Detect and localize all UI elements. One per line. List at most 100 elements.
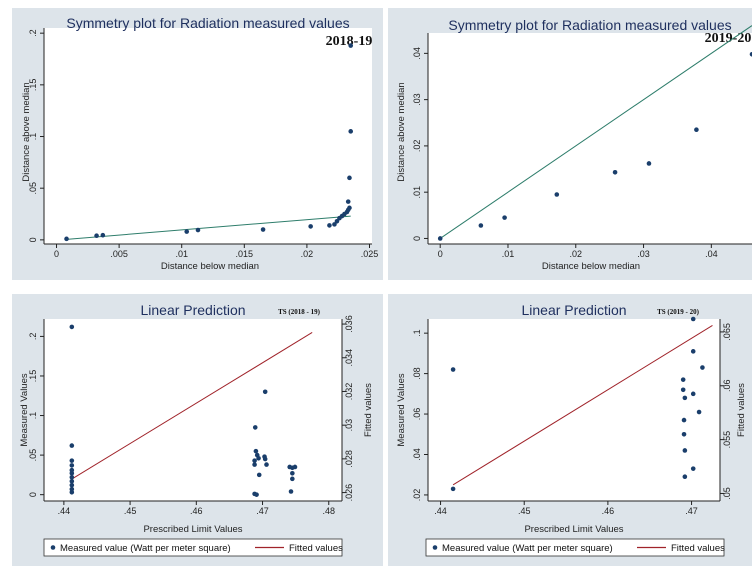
data-point <box>264 462 269 467</box>
y-tick-label: .1 <box>28 133 38 141</box>
data-point <box>184 229 190 234</box>
y-axis-label: Distance above median <box>21 82 32 181</box>
data-point <box>254 492 259 497</box>
x-tick-label: .48 <box>322 506 335 516</box>
x-tick-label: .47 <box>685 506 698 516</box>
y2-tick-label: .036 <box>344 315 354 333</box>
legend-line-label: Fitted values <box>289 543 343 554</box>
data-point <box>94 233 99 239</box>
data-point <box>612 169 618 175</box>
period-tag: TS (2019 - 20) <box>657 308 699 316</box>
data-point <box>64 236 69 242</box>
data-point <box>292 464 298 470</box>
period-tag: 2018-19 <box>326 34 373 49</box>
plot-area <box>428 33 752 244</box>
y-tick-label: .01 <box>412 186 422 199</box>
data-point <box>690 466 696 471</box>
y2-tick-label: .032 <box>344 383 354 401</box>
data-point <box>690 349 696 354</box>
data-point <box>681 417 687 423</box>
y2-tick-label: .05 <box>722 487 732 500</box>
data-point <box>690 316 696 322</box>
legend-marker-label: Measured value (Watt per meter square) <box>60 543 231 554</box>
data-point <box>347 205 352 211</box>
data-point <box>252 462 257 467</box>
chart-title: Symmetry plot for Radiation measured val… <box>448 17 731 33</box>
legend: Measured value (Watt per meter square) Fi… <box>43 538 343 557</box>
y2-axis-label: Fitted values <box>736 383 747 437</box>
data-point <box>69 467 75 473</box>
data-point <box>100 232 106 238</box>
panel-symmetry-2019-20: Symmetry plot for Radiation measured val… <box>388 8 752 280</box>
fitted-line <box>66 215 351 240</box>
y-tick-label: .2 <box>28 333 38 341</box>
data-point <box>256 455 261 461</box>
data-point <box>290 476 295 482</box>
y-tick-label: .02 <box>412 140 422 153</box>
y-axis-label: Measured Values <box>19 373 30 446</box>
data-point <box>682 395 688 401</box>
data-point <box>69 474 75 480</box>
y-tick-label: .03 <box>412 93 422 106</box>
panel-prediction-2019-20: Linear Prediction TS (2019 - 20) .44 .45 .46… <box>388 294 752 566</box>
data-point <box>700 365 705 370</box>
data-point <box>69 486 75 492</box>
data-point <box>646 161 652 166</box>
data-point <box>260 227 266 232</box>
y-axis-label: Measured Values <box>396 373 407 446</box>
y2-tick-label: .065 <box>722 323 732 341</box>
data-point <box>290 471 295 476</box>
legend: Measured value (Watt per meter square) Fi… <box>425 538 725 557</box>
data-point <box>681 431 687 437</box>
y-tick-label: .06 <box>412 408 422 421</box>
data-point <box>69 478 75 484</box>
chart-title: Symmetry plot for Radiation measured val… <box>66 15 349 31</box>
legend-marker-label: Measured value (Watt per meter square) <box>442 543 613 554</box>
x-tick-label: .015 <box>236 249 254 259</box>
y2-tick-label: .06 <box>722 380 732 393</box>
y-tick-label: .04 <box>412 47 422 60</box>
data-point <box>334 218 340 224</box>
legend-marker-icon <box>50 545 56 550</box>
x-tick-label: .005 <box>110 249 128 259</box>
chart-title: Linear Prediction <box>140 302 245 318</box>
chart-prediction-2018-19: Linear Prediction TS (2018 - 19) .44 .45 .46… <box>12 294 383 566</box>
y-tick-label: 0 <box>28 237 38 242</box>
y-tick-label: 0 <box>28 492 38 497</box>
y-tick-label: .05 <box>28 182 38 195</box>
x-tick-label: .04 <box>705 249 718 259</box>
x-tick-label: 0 <box>54 249 59 259</box>
y2-tick-label: .034 <box>344 349 354 367</box>
y-tick-label: 0 <box>412 236 422 241</box>
data-point <box>69 463 75 468</box>
chart-symmetry-2018-19: Symmetry plot for Radiation measured val… <box>12 8 383 280</box>
data-point <box>252 458 257 463</box>
data-point <box>694 127 699 133</box>
y-tick-label: .15 <box>28 79 38 92</box>
data-point <box>69 458 75 463</box>
plot-area <box>44 319 342 501</box>
data-point <box>69 489 75 495</box>
data-point <box>195 227 201 233</box>
x-tick-label: .02 <box>301 249 314 259</box>
data-point <box>69 482 75 488</box>
legend-marker-icon <box>432 545 438 550</box>
data-point <box>478 223 484 228</box>
fitted-line <box>439 25 752 239</box>
data-point <box>262 456 268 462</box>
y2-axis-label: Fitted values <box>363 383 374 437</box>
x-axis-label: Distance below median <box>161 261 259 272</box>
x-tick-label: .44 <box>58 506 71 516</box>
y-tick-label: .08 <box>412 367 422 380</box>
data-point <box>696 409 702 415</box>
x-tick-label: .03 <box>637 249 650 259</box>
y2-tick-label: .03 <box>344 419 354 432</box>
data-point <box>680 387 686 393</box>
period-tag: TS (2018 - 19) <box>278 308 320 316</box>
y2-tick-label: .028 <box>344 450 354 468</box>
x-tick-label: .47 <box>256 506 269 516</box>
x-tick-label: .46 <box>190 506 203 516</box>
panel-symmetry-2018-19: Symmetry plot for Radiation measured val… <box>12 8 383 280</box>
legend-box <box>425 538 725 557</box>
data-point <box>348 129 354 134</box>
